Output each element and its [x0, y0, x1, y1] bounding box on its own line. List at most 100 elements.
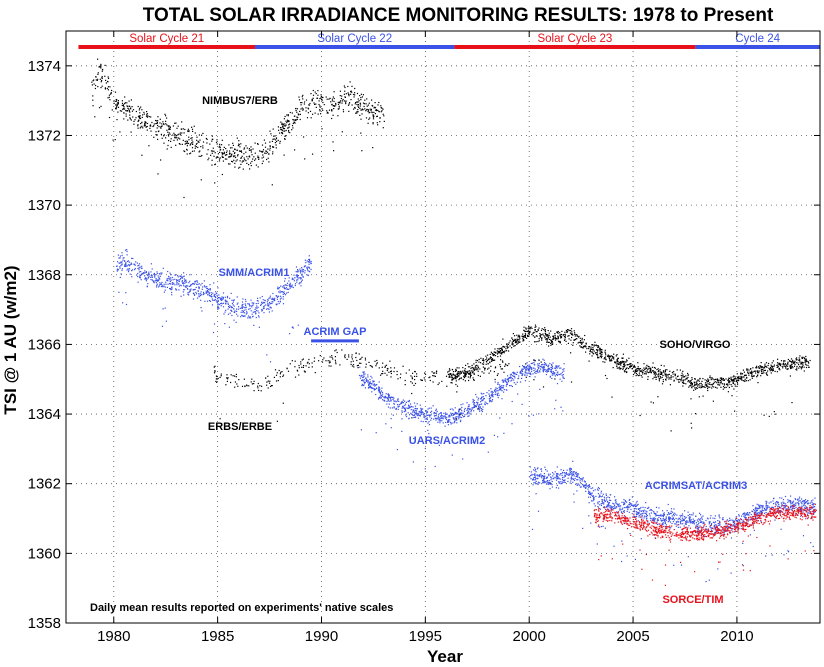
data-point — [183, 285, 185, 287]
data-point — [257, 156, 259, 159]
data-point — [655, 506, 658, 508]
data-point — [636, 500, 638, 503]
data-point — [191, 147, 194, 149]
data-point — [162, 267, 164, 269]
data-point — [621, 361, 623, 363]
data-point — [375, 432, 377, 434]
data-point — [551, 342, 553, 344]
data-point — [183, 150, 185, 152]
data-point — [503, 371, 505, 373]
data-point — [725, 378, 727, 380]
data-point — [435, 408, 437, 410]
data-point — [219, 157, 221, 159]
data-point — [582, 478, 584, 480]
data-point — [557, 340, 560, 342]
data-point — [414, 375, 416, 377]
data-point — [613, 503, 615, 505]
data-point — [571, 333, 573, 336]
data-point — [472, 398, 474, 401]
data-point — [285, 124, 287, 126]
data-point — [228, 163, 230, 165]
data-point — [356, 92, 359, 95]
data-point — [428, 424, 431, 426]
data-point — [579, 486, 581, 488]
data-point — [341, 102, 343, 104]
data-point — [217, 287, 219, 289]
data-point — [636, 511, 638, 513]
data-point — [296, 369, 298, 371]
data-point — [113, 102, 115, 104]
data-point — [708, 579, 710, 581]
data-point — [308, 104, 311, 106]
data-point — [238, 306, 240, 308]
data-point — [262, 299, 264, 301]
data-point — [139, 276, 141, 278]
data-point — [160, 125, 162, 127]
data-point — [546, 338, 548, 340]
data-point — [187, 288, 189, 290]
data-point — [539, 335, 541, 337]
data-point — [760, 370, 762, 372]
data-point — [206, 142, 208, 144]
data-point — [776, 362, 779, 364]
data-point — [450, 421, 452, 423]
data-point — [673, 380, 675, 382]
data-point — [682, 381, 684, 384]
data-point — [473, 363, 475, 365]
data-point — [752, 367, 754, 369]
data-point — [392, 398, 394, 401]
data-point — [500, 389, 502, 391]
data-point — [203, 285, 205, 287]
data-point — [268, 305, 270, 307]
data-point — [137, 124, 139, 126]
data-point — [764, 363, 766, 365]
data-point — [621, 362, 623, 364]
data-point — [556, 331, 558, 333]
data-point — [224, 299, 227, 301]
data-point — [508, 380, 510, 382]
data-point — [295, 107, 297, 110]
data-point — [552, 338, 555, 340]
data-point — [361, 96, 363, 98]
data-point — [213, 150, 215, 152]
data-point — [509, 340, 511, 342]
data-point — [226, 154, 228, 156]
data-point — [258, 389, 260, 391]
data-point — [383, 115, 385, 117]
data-point — [525, 369, 527, 371]
data-point — [556, 476, 558, 478]
data-point — [291, 129, 293, 131]
data-point — [412, 406, 414, 408]
data-point — [471, 366, 473, 368]
data-point — [159, 282, 161, 284]
data-point — [480, 398, 482, 400]
data-point — [451, 415, 453, 417]
data-point — [329, 361, 331, 363]
data-point — [707, 378, 709, 380]
data-point — [799, 508, 802, 510]
data-point — [541, 334, 543, 336]
data-point — [498, 386, 500, 389]
data-point — [797, 502, 799, 504]
data-point — [508, 342, 510, 344]
data-point — [252, 311, 254, 313]
data-point — [384, 372, 386, 374]
data-point — [507, 378, 509, 380]
data-point — [145, 280, 147, 282]
data-point — [186, 145, 188, 147]
data-point — [805, 358, 807, 360]
data-point — [269, 141, 271, 143]
data-point — [218, 146, 220, 148]
data-point — [276, 372, 278, 374]
data-point — [233, 308, 235, 310]
data-point — [552, 343, 554, 345]
data-point — [215, 157, 217, 159]
data-point — [198, 155, 200, 157]
data-point — [412, 414, 414, 416]
data-point — [525, 327, 527, 329]
data-point — [276, 296, 279, 298]
data-point — [283, 293, 286, 295]
data-point — [307, 274, 310, 276]
data-point — [490, 397, 492, 399]
data-point — [401, 401, 403, 403]
